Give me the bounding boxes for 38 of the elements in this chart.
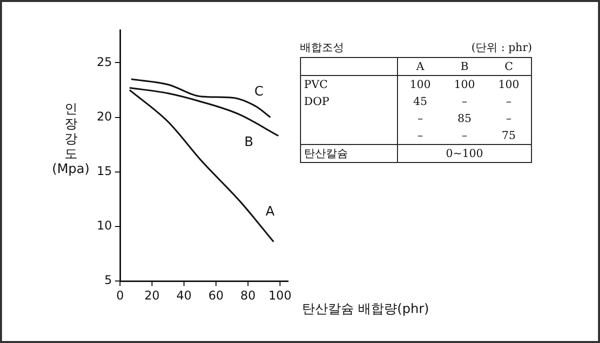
x-tick-label: 0 [116, 288, 124, 302]
text: – [460, 94, 468, 110]
x-tick-label: 100 [268, 288, 292, 302]
text: PVC [300, 76, 398, 93]
text: 75 [500, 128, 517, 144]
text: 탄산칼슘 [300, 144, 398, 162]
text: 100 [408, 77, 432, 93]
text: B [442, 58, 487, 76]
x-tick-label: 20 [144, 288, 160, 302]
text: 100 [497, 77, 520, 93]
x-tick-label: 40 [176, 288, 192, 302]
y-tick-label: 20 [96, 109, 112, 124]
y-tick-label: 5 [104, 273, 112, 288]
text: – [505, 94, 513, 110]
text: A [398, 58, 442, 76]
series-label: B [244, 134, 254, 150]
line-series [130, 78, 272, 118]
series-label: A [266, 204, 275, 220]
text: DOP [300, 93, 398, 110]
text: – [416, 111, 424, 127]
y-tick-label: 10 [96, 218, 112, 233]
y-tick-label: 25 [96, 54, 112, 69]
series-label: C [254, 84, 264, 100]
text: – [460, 128, 468, 144]
text: 45 [412, 94, 428, 110]
y-tick-label: 15 [96, 164, 112, 178]
text: 0~100 [398, 144, 532, 162]
x-tick-label: 80 [240, 288, 256, 302]
x-axis-title: 탄산칼슘 배합량(phr) [302, 301, 430, 318]
text: C [486, 58, 532, 76]
text: 85 [456, 111, 472, 127]
text: (단위 : phr) [471, 40, 532, 55]
text: – [416, 128, 424, 144]
y-axis-title: 인장강도 (Mpa) [52, 102, 90, 177]
x-tick-label: 60 [208, 288, 224, 302]
text: – [505, 111, 513, 127]
text: 배합조성 [300, 40, 344, 55]
text: 100 [452, 77, 476, 93]
